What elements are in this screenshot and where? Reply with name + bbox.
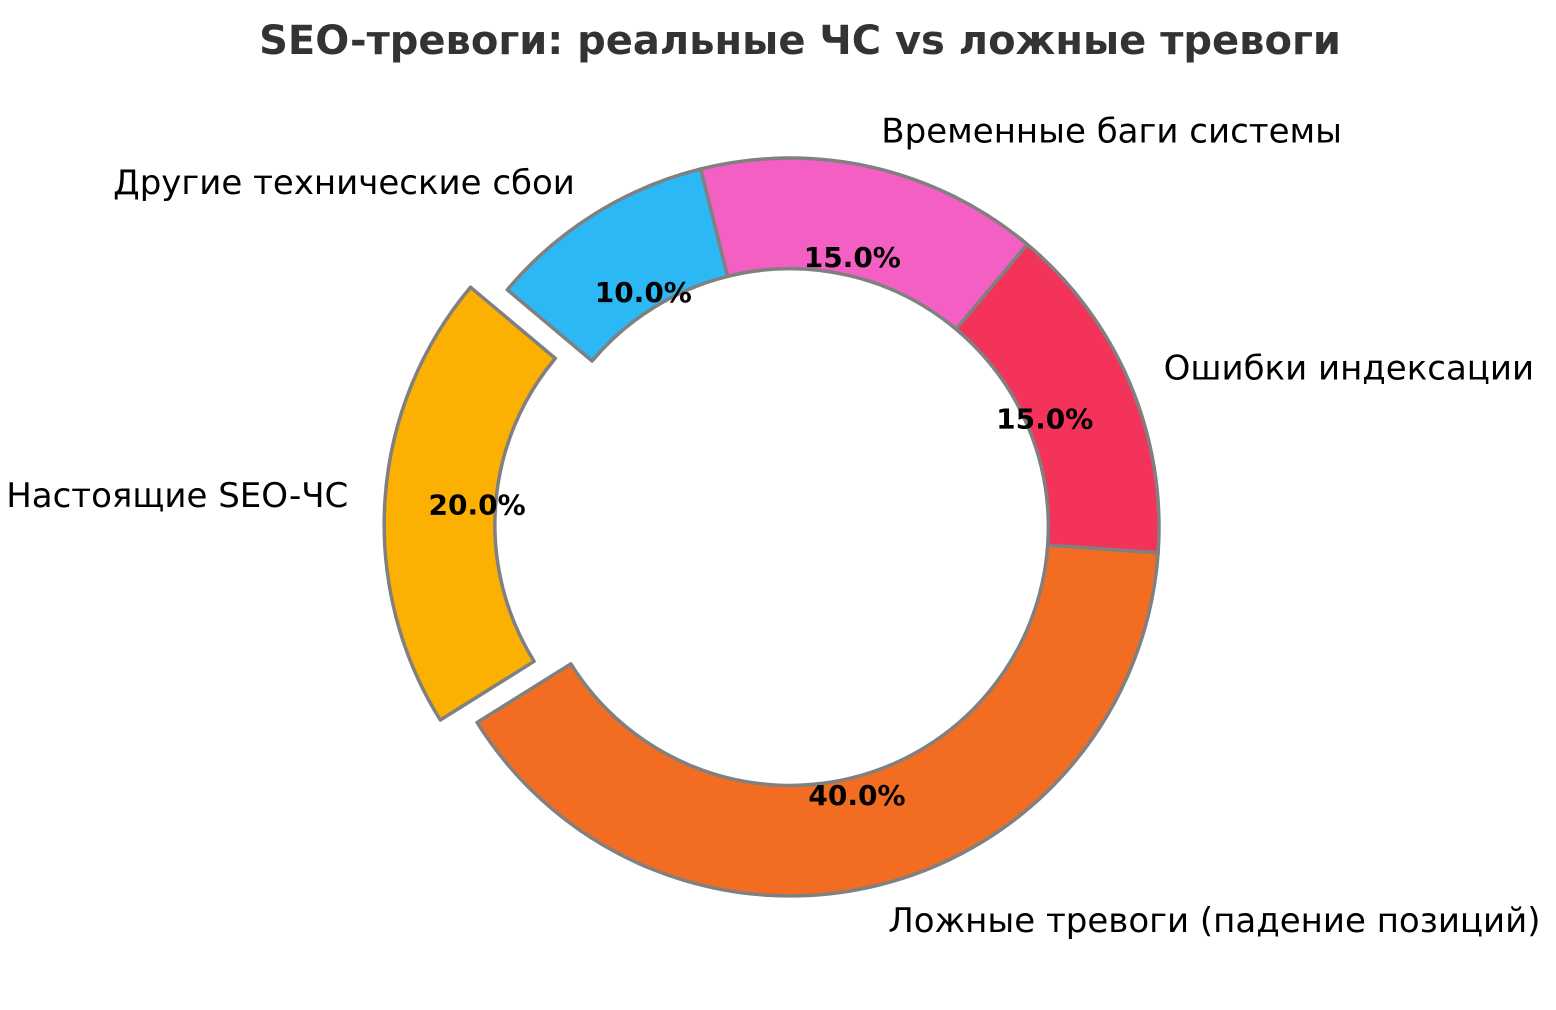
pct-label-1: 40.0% bbox=[808, 779, 905, 812]
chart-title: SEO-тревоги: реальные ЧС vs ложные трево… bbox=[259, 18, 1341, 64]
slice-label-3: Временные баги системы bbox=[881, 112, 1342, 152]
slice-label-0: Настоящие SEO-ЧС bbox=[6, 476, 348, 516]
slice-label-2: Ошибки индексации bbox=[1164, 348, 1535, 388]
slice-label-4: Другие технические сбои bbox=[113, 163, 575, 203]
slice-label-1: Ложные тревоги (падение позиций) bbox=[888, 901, 1540, 941]
pie-slice-4 bbox=[505, 167, 730, 363]
pct-label-2: 15.0% bbox=[996, 402, 1093, 435]
pie-slice-0 bbox=[382, 285, 558, 722]
pie-slice-1 bbox=[475, 543, 1160, 898]
pct-label-4: 10.0% bbox=[595, 276, 692, 309]
pct-label-0: 20.0% bbox=[429, 489, 526, 522]
pct-label-3: 15.0% bbox=[804, 241, 901, 274]
